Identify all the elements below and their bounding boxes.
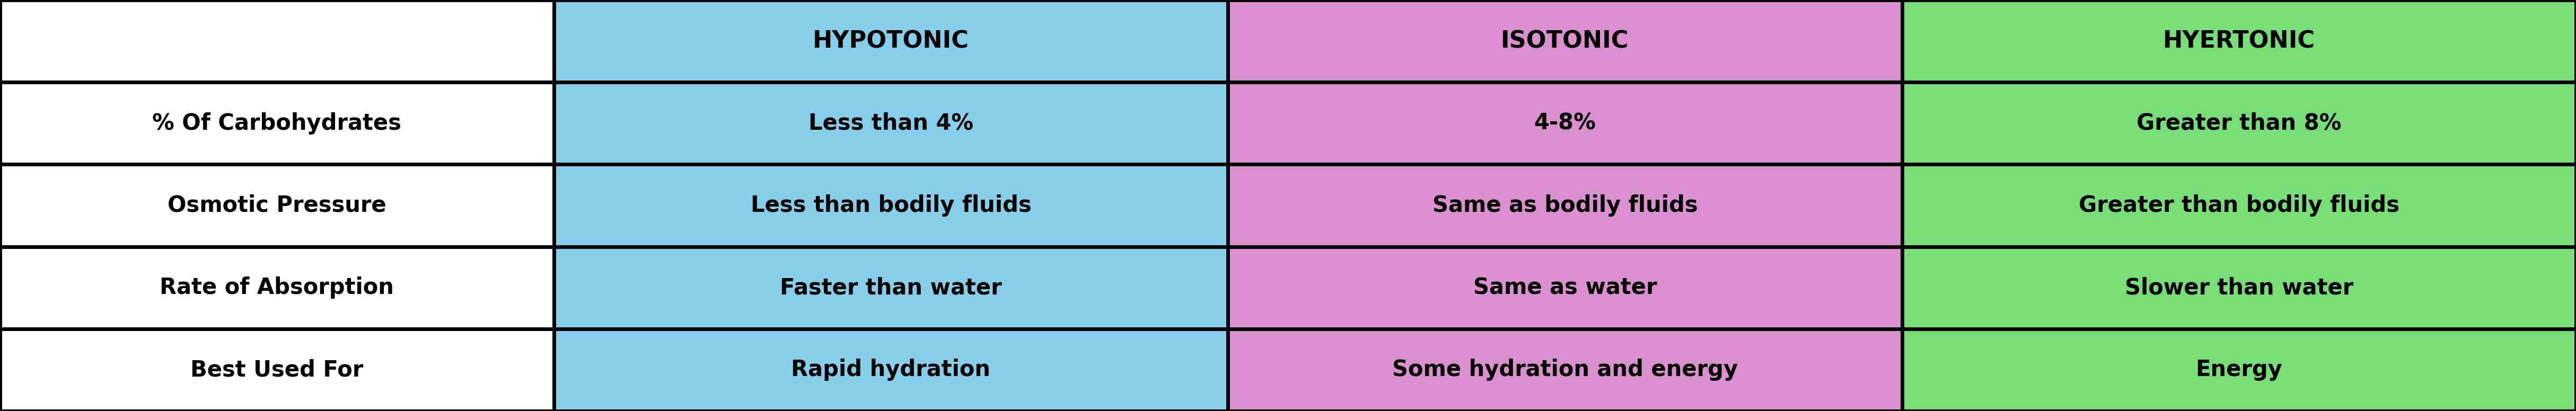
Bar — [1901, 82, 2576, 164]
Bar — [0, 0, 554, 82]
Bar — [554, 247, 1229, 329]
Text: Some hydration and energy: Some hydration and energy — [1391, 359, 1739, 381]
Bar — [554, 164, 1229, 247]
Bar — [0, 164, 554, 247]
Text: Less than bodily fluids: Less than bodily fluids — [750, 194, 1030, 217]
Bar — [554, 0, 1229, 82]
Bar — [1229, 329, 1901, 411]
Text: Rapid hydration: Rapid hydration — [791, 359, 992, 381]
Bar — [554, 82, 1229, 164]
Text: Faster than water: Faster than water — [781, 277, 1002, 299]
Bar — [0, 82, 554, 164]
Bar — [1901, 164, 2576, 247]
Text: Same as water: Same as water — [1473, 277, 1656, 299]
Text: Less than 4%: Less than 4% — [809, 112, 974, 134]
Text: Slower than water: Slower than water — [2125, 277, 2354, 299]
Bar — [1901, 247, 2576, 329]
Bar — [1229, 82, 1901, 164]
Text: % Of Carbohydrates: % Of Carbohydrates — [152, 112, 402, 134]
Bar — [1901, 329, 2576, 411]
Bar — [1229, 247, 1901, 329]
Text: Best Used For: Best Used For — [191, 359, 363, 381]
Text: ISOTONIC: ISOTONIC — [1502, 30, 1628, 53]
Text: Rate of Absorption: Rate of Absorption — [160, 277, 394, 299]
Bar — [1229, 0, 1901, 82]
Text: HYERTONIC: HYERTONIC — [2164, 30, 2316, 53]
Text: Greater than bodily fluids: Greater than bodily fluids — [2079, 194, 2398, 217]
Text: HYPOTONIC: HYPOTONIC — [811, 30, 969, 53]
Text: Same as bodily fluids: Same as bodily fluids — [1432, 194, 1698, 217]
Bar — [554, 329, 1229, 411]
Bar — [0, 247, 554, 329]
Text: 4-8%: 4-8% — [1533, 112, 1597, 134]
Bar — [1901, 0, 2576, 82]
Text: Energy: Energy — [2195, 359, 2282, 381]
Bar — [0, 329, 554, 411]
Text: Osmotic Pressure: Osmotic Pressure — [167, 194, 386, 217]
Text: Greater than 8%: Greater than 8% — [2136, 112, 2342, 134]
Bar — [1229, 164, 1901, 247]
